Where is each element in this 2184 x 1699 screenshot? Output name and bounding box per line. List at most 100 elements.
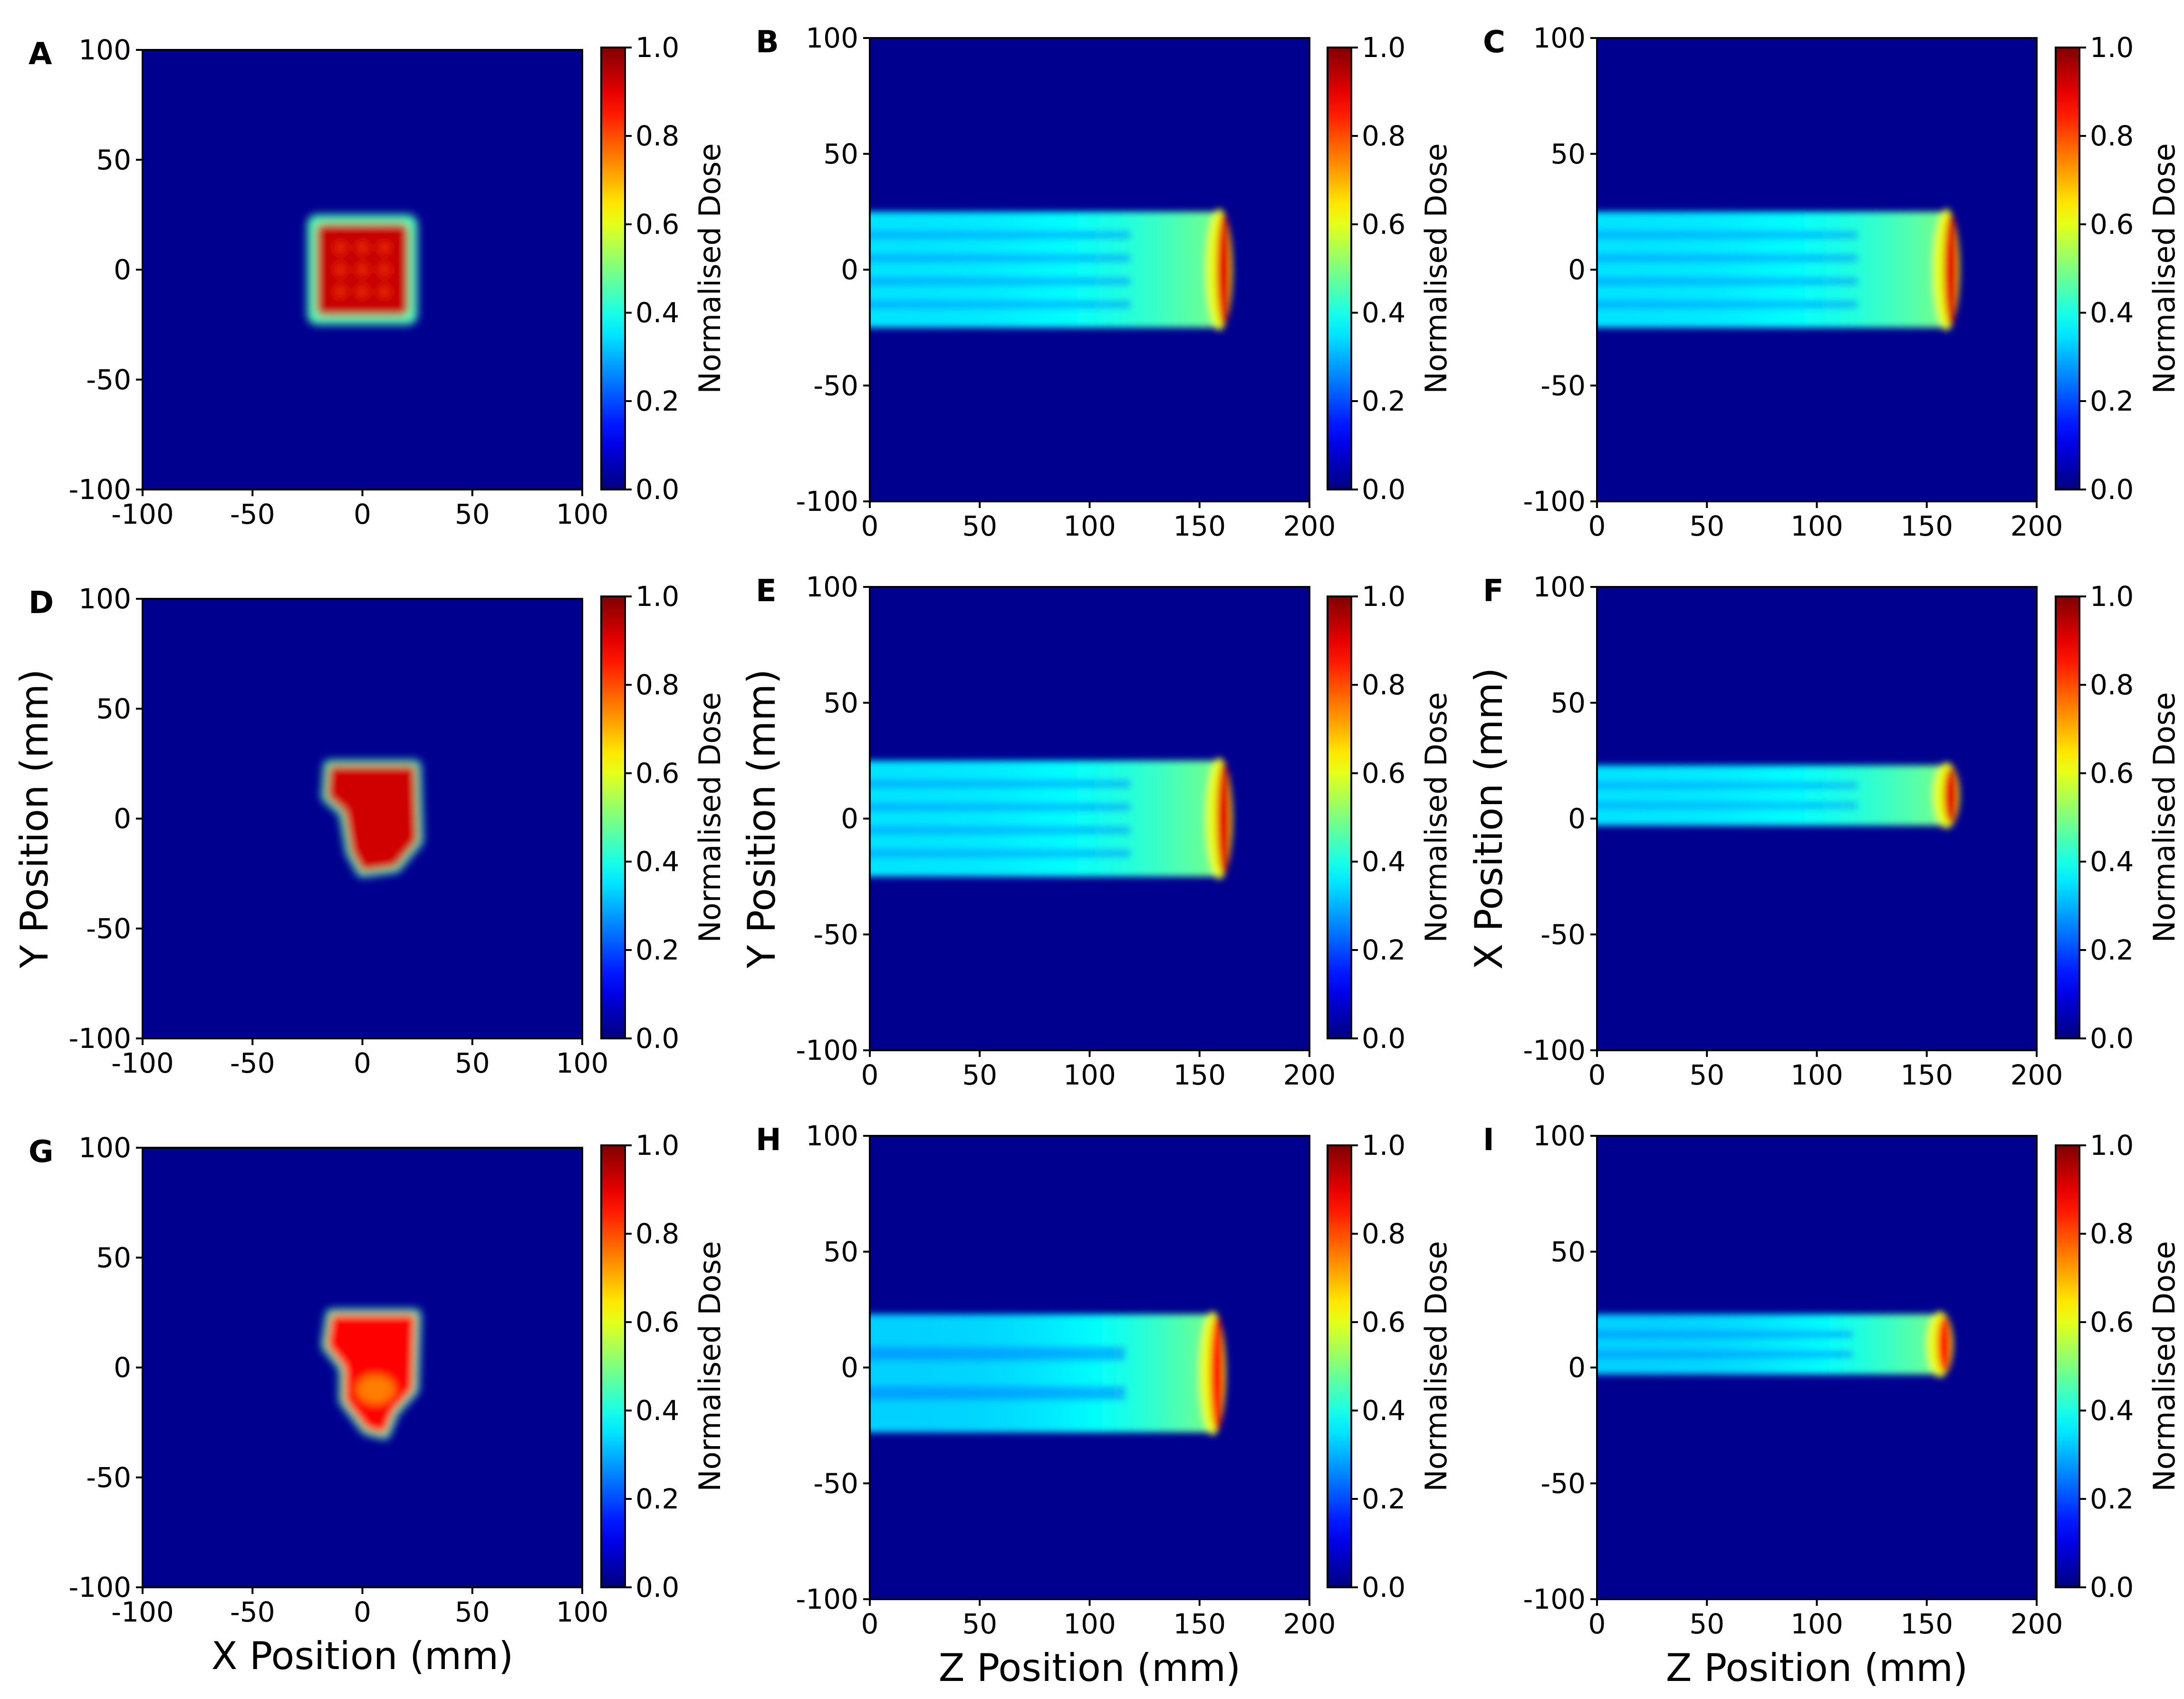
y-tick-label: -50 [813, 1467, 858, 1499]
beam-gap [1597, 782, 1858, 789]
x-tick-label: 50 [455, 498, 490, 530]
field-cold-spot [356, 1375, 395, 1404]
colorbar-tick-label: 0.6 [1362, 208, 1405, 240]
colorbar-tick-label: 0.0 [2090, 1022, 2134, 1055]
panel-d: -100 -50 0 50 100 -100 -50 0 50 100 Y Position (mm… [12, 580, 727, 1079]
spot-mark [378, 286, 390, 298]
colorbar-gradient [600, 1144, 626, 1588]
y-tick-label: -50 [813, 369, 858, 402]
bragg-peak [1216, 213, 1231, 326]
y-tick-label: 0 [841, 1352, 858, 1384]
beam-gap [870, 277, 1131, 286]
x-tick-label: 100 [556, 498, 609, 530]
y-tick-label: -50 [1540, 1467, 1586, 1499]
colorbar-tick-label: 0.8 [635, 1218, 679, 1250]
y-tick-label: 100 [1533, 22, 1586, 54]
x-axis-label: X Position (mm) [212, 1634, 513, 1678]
colorbar-tick-label: 1.0 [1362, 31, 1405, 64]
colorbar-gradient [2055, 47, 2080, 490]
heatmap-dose [321, 760, 423, 877]
colorbar-tick-label: 1.0 [635, 1129, 679, 1161]
beam-gap [1597, 230, 1858, 240]
x-tick-label: 50 [1689, 1059, 1724, 1091]
x-tick-label: 50 [962, 510, 997, 542]
panel-letter: A [29, 37, 52, 72]
beam-body [1597, 765, 1951, 826]
y-tick-label: -50 [813, 918, 858, 950]
x-tick-label: 0 [354, 1596, 371, 1628]
x-tick-label: 100 [1790, 1608, 1843, 1640]
y-tick-label: 100 [78, 1132, 131, 1164]
x-tick-label: 100 [556, 1596, 609, 1628]
panel-letter: D [29, 586, 54, 621]
x-tick-label: 150 [1173, 510, 1226, 542]
y-tick-label: -100 [796, 485, 858, 518]
y-tick-label: -50 [1540, 918, 1586, 950]
colorbar: 0.0 0.2 0.4 0.6 0.8 1.0 Normalised Dose [1327, 31, 1453, 506]
panel-i: 0 50 100 150 200 -100 -50 0 50 100 Z Position (mm)… [1483, 1120, 2182, 1690]
y-tick-label: -50 [86, 364, 131, 396]
colorbar: 0.0 0.2 0.4 0.6 0.8 1.0 Normalised Dose [1327, 580, 1453, 1055]
colorbar-tick-label: 0.8 [635, 669, 679, 701]
x-tick-label: 200 [1283, 510, 1336, 542]
spot-mark [356, 264, 368, 276]
x-tick-label: 50 [962, 1059, 997, 1091]
spot-mark [378, 242, 390, 254]
y-tick-label: 0 [1568, 803, 1586, 835]
beam-gap [870, 849, 1131, 858]
panel-letter: C [1483, 25, 1505, 60]
x-tick-label: 200 [2011, 1608, 2063, 1640]
colorbar-tick-label: 0.6 [635, 757, 679, 789]
y-tick-label: 100 [806, 22, 858, 54]
y-tick-label: 0 [841, 254, 858, 286]
y-tick-label: -100 [1523, 1583, 1586, 1615]
colorbar-tick-label: 0.4 [2090, 1394, 2134, 1427]
colorbar-tick-label: 0.2 [1362, 385, 1405, 417]
x-tick-label: -50 [230, 1596, 275, 1628]
bragg-peak [1937, 1316, 1952, 1373]
x-tick-label: 100 [1790, 510, 1843, 542]
y-tick-label: 0 [841, 803, 858, 835]
y-tick-label: -100 [1523, 485, 1586, 518]
panel-h: 0 50 100 150 200 -100 -50 0 50 100 Z Position (mm)… [756, 1120, 1453, 1690]
colorbar-tick-label: 1.0 [2090, 580, 2134, 613]
colorbar-tick-label: 0.0 [2090, 1571, 2134, 1603]
beam-gap [1597, 254, 1858, 262]
colorbar-tick-label: 0.4 [1362, 845, 1405, 878]
colorbar-gradient [600, 595, 626, 1039]
y-tick-label: -100 [1523, 1034, 1586, 1066]
y-tick-label: 0 [114, 803, 131, 835]
y-tick-label: -50 [86, 912, 131, 945]
beam-gap [870, 803, 1131, 811]
x-tick-label: 100 [1063, 1059, 1116, 1091]
spot-mark [378, 264, 390, 276]
bragg-peak [1216, 762, 1231, 875]
x-tick-label: 100 [1063, 1608, 1116, 1640]
panel-a: -100 -50 0 50 100-100-50050100A0.00.20.40.60… [29, 31, 727, 530]
x-tick-label: 100 [1790, 1059, 1843, 1091]
colorbar-tick-label: 0.6 [2090, 757, 2134, 789]
x-tick-label: 50 [455, 1596, 490, 1628]
x-tick-label: -100 [111, 1596, 174, 1628]
colorbar-tick-label: 0.2 [635, 934, 679, 966]
y-tick-label: -100 [796, 1034, 858, 1066]
colorbar-gradient [1327, 595, 1352, 1039]
y-tick-label: 0 [1568, 1352, 1586, 1384]
colorbar-tick-label: 0.4 [2090, 297, 2134, 329]
colorbar-tick-label: 1.0 [2090, 31, 2134, 64]
beam-body [1597, 211, 1951, 328]
x-tick-label: 150 [1900, 1059, 1953, 1091]
y-axis-label: Y Position (mm) [740, 669, 784, 969]
colorbar-tick-label: 0.2 [1362, 934, 1405, 966]
colorbar-tick-label: 1.0 [635, 580, 679, 613]
colorbar-tick-label: 0.4 [1362, 297, 1405, 329]
colorbar-tick-label: 0.0 [635, 473, 679, 506]
x-tick-label: 0 [1588, 1059, 1606, 1091]
y-tick-label: 100 [806, 571, 858, 603]
colorbar-tick-label: 0.6 [2090, 208, 2134, 240]
colorbar-tick-label: 0.4 [635, 845, 679, 878]
panel-letter: I [1483, 1123, 1494, 1158]
x-tick-label: 0 [861, 510, 879, 542]
colorbar: 0.0 0.2 0.4 0.6 0.8 1.0 Normalised Dose [2055, 580, 2182, 1055]
